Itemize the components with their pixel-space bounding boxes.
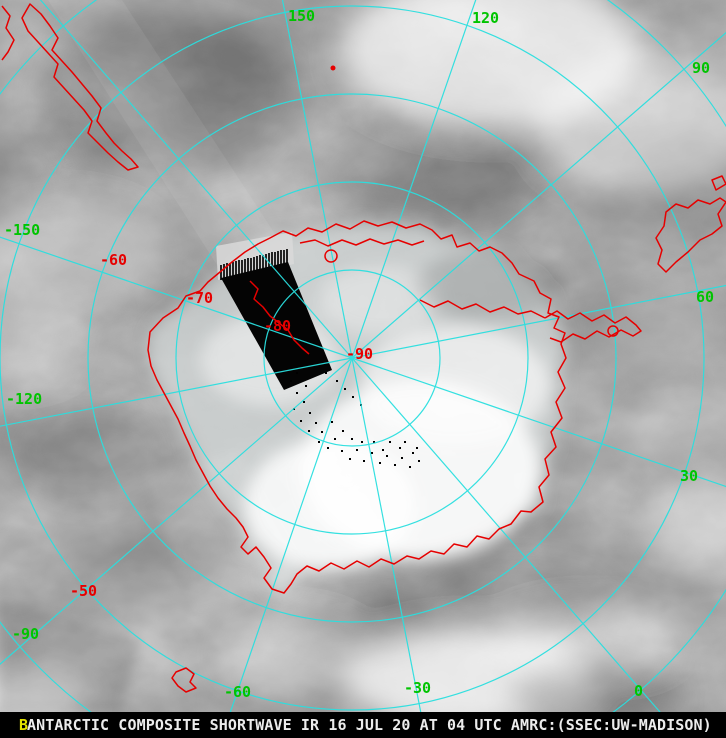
lon-label-90w: -90 (12, 625, 40, 643)
meridian-30e (351, 357, 726, 488)
caption-bar: B ANTARCTIC COMPOSITE SHORTWAVE IR 16 JU… (0, 712, 726, 738)
meridian-180 (39, 0, 353, 359)
lon-label-0: 0 (634, 682, 644, 700)
latitude-circle-50s (0, 5, 705, 711)
meridian-0 (351, 357, 684, 738)
lon-label-30w: -30 (404, 679, 432, 697)
ice-shelf-edge-west (249, 280, 310, 355)
lon-label-150e: 150 (288, 7, 316, 25)
meridian-90e (351, 31, 726, 359)
meridian-150e (281, 0, 353, 359)
lon-label-30e: 30 (680, 467, 699, 485)
meridian-30w (351, 357, 427, 738)
meridian-120w (0, 357, 353, 427)
caption-overlay-glyph: B (19, 716, 29, 734)
island-dot (330, 65, 336, 71)
lon-label-120w: -120 (6, 390, 43, 408)
wedge-body (221, 262, 332, 390)
latitude-circle-60s (87, 93, 617, 623)
meridian-120e (351, 0, 477, 359)
island-fragment-right (711, 175, 726, 191)
lon-label-60e: 60 (696, 288, 715, 306)
lon-label-90e: 90 (692, 59, 711, 77)
new-zealand-coastline (21, 3, 139, 171)
latitude-circle-80s (263, 269, 441, 447)
lat-label-60s: -60 (100, 251, 128, 269)
antarctica-coastline (147, 220, 567, 594)
coast-ring-small (324, 249, 338, 263)
lon-label-60w: -60 (224, 683, 252, 701)
lat-label-80s: -80 (264, 317, 292, 335)
caption-text: ANTARCTIC COMPOSITE SHORTWAVE IR 16 JUL … (27, 716, 712, 734)
meridian-90w (0, 357, 353, 665)
meridian-60e (351, 284, 726, 359)
coast-feature-east (544, 310, 642, 343)
island-fragment-bottomleft (171, 667, 197, 693)
coast-fragment-topleft (1, 5, 15, 61)
lat-label-50s: -50 (70, 582, 98, 600)
latitude-circle-70s (175, 181, 529, 535)
kerguelen-coastline (655, 197, 726, 273)
coastline-overlay (1, 3, 726, 693)
lat-label-70s: -70 (186, 289, 214, 307)
lat-label-90s: -90 (346, 345, 374, 363)
meridian-60w (220, 357, 353, 738)
ice-shelf-edge-east (419, 299, 546, 319)
lon-label-120e: 120 (472, 9, 500, 27)
coast-ring-east (607, 325, 619, 337)
ice-shelf-edge-north (299, 238, 425, 247)
wedge-comb-teeth (220, 249, 288, 280)
lon-label-150w: -150 (4, 221, 41, 239)
meridian-150w (0, 236, 353, 359)
data-speckles (290, 372, 420, 468)
